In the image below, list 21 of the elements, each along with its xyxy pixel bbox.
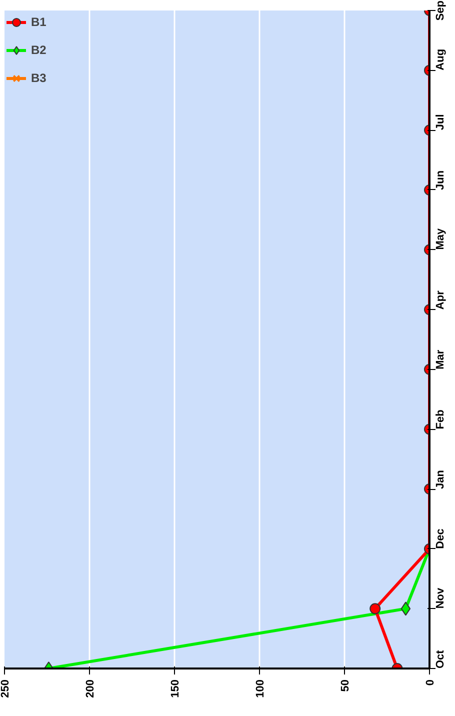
y-tick-label: Nov bbox=[434, 587, 446, 609]
y-tick-label: Oct bbox=[434, 650, 446, 668]
y-tick-label: Sep bbox=[434, 0, 446, 21]
legend-label: B3 bbox=[31, 71, 48, 85]
y-tick-label: Mar bbox=[434, 349, 446, 370]
x-tick-label: 100 bbox=[254, 679, 266, 698]
y-tick-label: Apr bbox=[434, 290, 446, 310]
legend-label: B1 bbox=[31, 15, 48, 29]
x-tick-label: 200 bbox=[84, 679, 96, 698]
y-tick-label: Jun bbox=[434, 170, 446, 190]
y-tick-label: Jul bbox=[434, 114, 446, 130]
y-tick-label: Jan bbox=[434, 470, 446, 490]
x-tick-label: 250 bbox=[0, 679, 12, 698]
x-tick-label: 50 bbox=[340, 679, 352, 692]
y-tick-label: Feb bbox=[434, 409, 446, 430]
y-tick-label: Aug bbox=[434, 48, 446, 70]
y-tick-label: Dec bbox=[434, 528, 446, 549]
legend-label: B2 bbox=[31, 43, 48, 57]
y-tick-label: May bbox=[434, 227, 446, 250]
x-tick-label: 150 bbox=[170, 679, 182, 698]
x-tick-label: 0 bbox=[424, 679, 436, 686]
